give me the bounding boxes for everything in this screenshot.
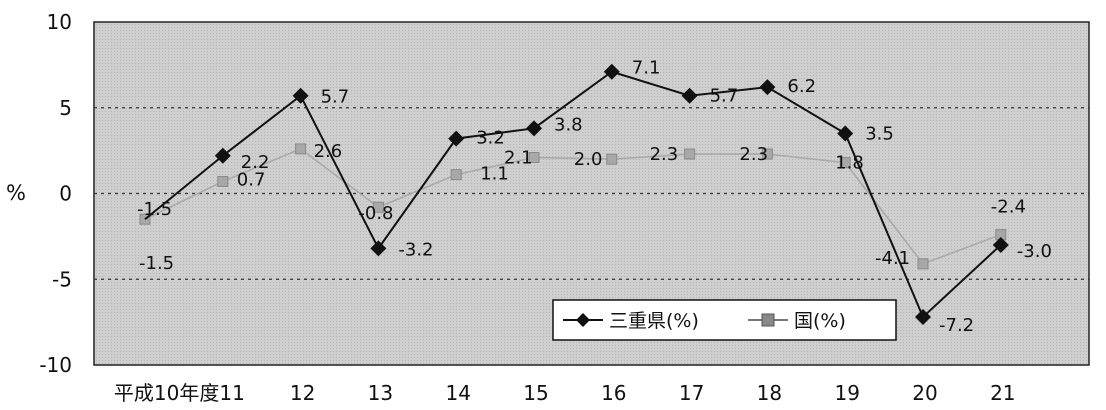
data-label-national: -2.4 xyxy=(991,197,1026,218)
legend: 三重県(%) 国(%) xyxy=(552,299,897,341)
data-label-national: -1.5 xyxy=(137,199,172,220)
data-label-national: 2.0 xyxy=(574,149,603,170)
marker-mie xyxy=(448,130,465,147)
legend-marker-mie xyxy=(576,313,590,327)
data-label-mie: 6.2 xyxy=(787,76,816,97)
x-tick-label: 12 xyxy=(290,381,315,405)
data-label-national: 2.1 xyxy=(504,147,533,168)
marker-national xyxy=(839,157,851,169)
data-label-mie: -3.2 xyxy=(398,239,433,260)
series-line-mie xyxy=(144,70,1002,319)
data-label-national: 1.8 xyxy=(835,153,864,174)
legend-box xyxy=(552,299,897,341)
y-tick-label: -10 xyxy=(39,353,72,377)
y-axis-label: % xyxy=(6,181,26,205)
data-label-national: 2.3 xyxy=(650,144,679,165)
series-line-national xyxy=(144,147,1002,265)
gridlines xyxy=(94,107,1089,280)
legend-label-mie: 三重県(%) xyxy=(609,310,699,332)
y-tick-label: 5 xyxy=(59,96,72,120)
data-label-mie: 2.2 xyxy=(241,152,270,173)
marker-national xyxy=(372,201,384,213)
marker-mie xyxy=(292,87,309,104)
marker-national xyxy=(295,143,307,155)
x-tick-label: 15 xyxy=(523,381,548,405)
data-label-national: -4.1 xyxy=(875,248,910,269)
x-tick-label: 17 xyxy=(679,381,704,405)
legend-label-national: 国(%) xyxy=(794,310,846,332)
marker-national xyxy=(606,153,618,165)
marker-mie xyxy=(214,147,231,164)
marker-mie xyxy=(837,125,854,142)
x-tick-label: 13 xyxy=(368,381,393,405)
data-label-national: 2.3 xyxy=(739,144,768,165)
series-group xyxy=(139,63,1009,325)
legend-marker-national xyxy=(761,313,775,327)
x-tick-label: 16 xyxy=(601,381,626,405)
data-label-mie: 5.7 xyxy=(321,87,350,108)
data-label-national: 2.6 xyxy=(314,141,343,162)
y-axis-ticks: 10 5 0 -5 -10 xyxy=(39,10,72,377)
data-label-mie: 5.7 xyxy=(710,86,739,107)
y-tick-label: 10 xyxy=(47,10,72,34)
marker-national xyxy=(217,175,229,187)
marker-mie xyxy=(526,120,542,137)
marker-mie xyxy=(915,308,931,325)
data-label-mie: 3.2 xyxy=(476,128,505,149)
marker-national xyxy=(450,169,462,181)
marker-national xyxy=(917,258,929,270)
x-tick-label: 14 xyxy=(445,381,470,405)
marker-mie xyxy=(992,236,1009,253)
data-label-national: -0.8 xyxy=(358,203,393,224)
data-labels: -1.5 2.2 5.7 -3.2 3.2 3.8 7.1 5.7 6.2 3.5 -7.2 -3.0… xyxy=(137,58,1052,336)
data-label-mie: 3.8 xyxy=(554,114,583,135)
marker-mie xyxy=(681,87,698,104)
marker-mie xyxy=(370,240,387,257)
x-tick-label: 21 xyxy=(990,381,1015,405)
data-label-national: 1.1 xyxy=(480,164,509,185)
y-tick-label: -5 xyxy=(52,267,72,291)
marker-national xyxy=(528,151,540,163)
x-tick-label: 20 xyxy=(912,381,937,405)
marker-national xyxy=(761,148,773,160)
x-tick-label: 18 xyxy=(757,381,782,405)
x-tick-label: 19 xyxy=(834,381,859,405)
marker-national xyxy=(684,148,696,160)
marker-mie xyxy=(603,63,620,80)
data-label-national: 0.7 xyxy=(237,169,266,190)
x-axis-ticks: 平成10年度11 12 13 14 15 16 17 18 19 20 21 xyxy=(114,381,1016,405)
data-label-mie: 3.5 xyxy=(865,123,894,144)
data-label-mie: -3.0 xyxy=(1017,241,1052,262)
marker-mie xyxy=(759,79,776,96)
y-tick-label: 0 xyxy=(59,182,72,206)
x-tick-label: 平成10年度11 xyxy=(114,381,245,405)
data-label-mie: -1.5 xyxy=(139,253,174,274)
data-label-mie: -7.2 xyxy=(939,315,974,336)
data-label-mie: 7.1 xyxy=(632,58,661,79)
